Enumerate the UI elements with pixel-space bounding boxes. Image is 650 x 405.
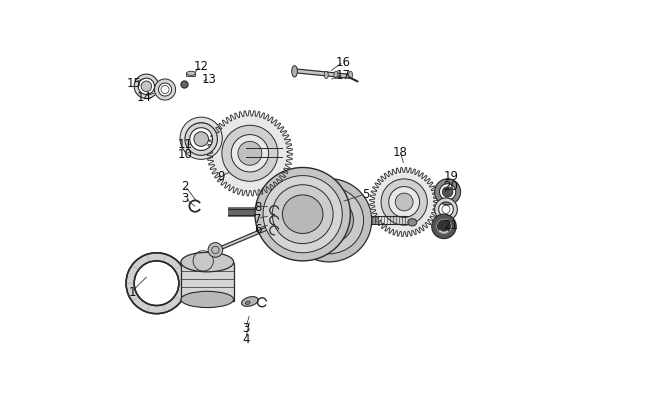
- Ellipse shape: [294, 187, 363, 254]
- Ellipse shape: [181, 292, 233, 308]
- FancyBboxPatch shape: [186, 74, 195, 77]
- Text: 13: 13: [202, 72, 216, 85]
- Polygon shape: [294, 70, 349, 79]
- Text: 7: 7: [254, 212, 262, 225]
- Wedge shape: [180, 118, 222, 160]
- Text: 4: 4: [242, 332, 250, 345]
- Circle shape: [285, 213, 295, 223]
- Ellipse shape: [334, 72, 338, 79]
- FancyBboxPatch shape: [181, 263, 233, 302]
- Wedge shape: [155, 80, 176, 101]
- Text: 9: 9: [218, 170, 225, 183]
- Text: 8: 8: [254, 200, 262, 213]
- Wedge shape: [185, 124, 217, 156]
- Wedge shape: [381, 179, 427, 226]
- Ellipse shape: [181, 253, 233, 272]
- Text: 2: 2: [181, 180, 188, 193]
- Text: 16: 16: [336, 56, 351, 69]
- Wedge shape: [134, 75, 159, 99]
- Text: 6: 6: [254, 222, 262, 235]
- Ellipse shape: [408, 219, 417, 226]
- Ellipse shape: [263, 176, 343, 253]
- Wedge shape: [435, 179, 461, 205]
- Wedge shape: [435, 198, 458, 221]
- Text: 12: 12: [194, 60, 209, 73]
- Ellipse shape: [287, 179, 372, 262]
- Text: 3: 3: [242, 322, 250, 335]
- Text: 21: 21: [443, 218, 458, 231]
- Text: 19: 19: [443, 170, 458, 183]
- Circle shape: [395, 194, 413, 211]
- Circle shape: [238, 142, 262, 166]
- Text: 15: 15: [127, 77, 142, 90]
- Wedge shape: [222, 126, 278, 182]
- Text: 3: 3: [181, 192, 188, 205]
- Ellipse shape: [246, 301, 250, 305]
- Text: 18: 18: [393, 145, 408, 158]
- Circle shape: [280, 208, 301, 228]
- Circle shape: [437, 220, 451, 234]
- Circle shape: [194, 132, 209, 147]
- Text: 14: 14: [137, 91, 152, 104]
- Polygon shape: [370, 168, 439, 237]
- Ellipse shape: [242, 297, 258, 307]
- Ellipse shape: [292, 66, 298, 78]
- Ellipse shape: [272, 185, 333, 244]
- Circle shape: [443, 187, 453, 198]
- Ellipse shape: [348, 72, 352, 79]
- Circle shape: [432, 215, 456, 239]
- Ellipse shape: [187, 72, 196, 76]
- Text: 17: 17: [336, 68, 351, 81]
- Ellipse shape: [282, 195, 323, 234]
- Ellipse shape: [255, 168, 350, 261]
- Circle shape: [208, 243, 223, 258]
- Text: 10: 10: [177, 147, 192, 160]
- Ellipse shape: [324, 72, 328, 79]
- Polygon shape: [213, 215, 296, 253]
- Text: 11: 11: [177, 137, 192, 150]
- Text: 5: 5: [362, 188, 369, 201]
- Text: 1: 1: [129, 285, 136, 298]
- Polygon shape: [207, 111, 292, 196]
- Wedge shape: [126, 253, 187, 314]
- Ellipse shape: [305, 197, 354, 244]
- Text: 20: 20: [443, 180, 458, 193]
- Circle shape: [141, 82, 151, 92]
